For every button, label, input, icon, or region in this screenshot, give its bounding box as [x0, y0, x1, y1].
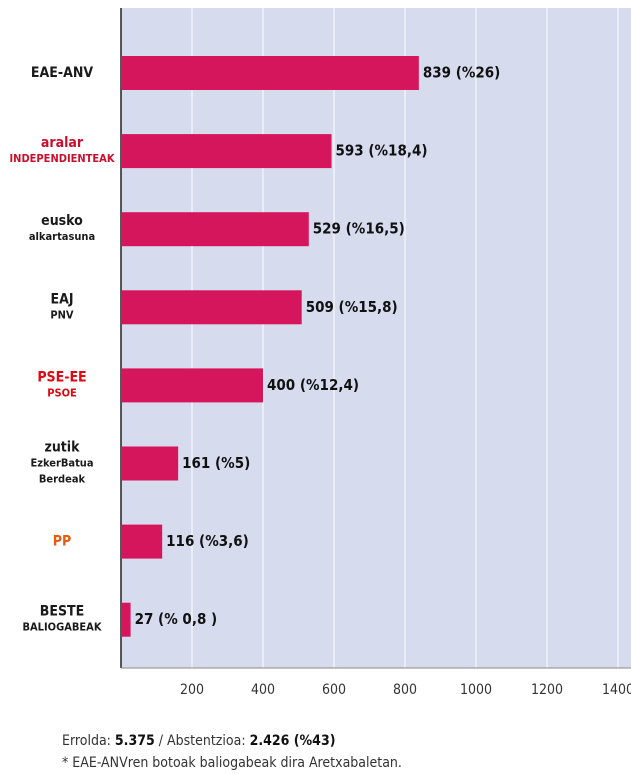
value-label: 593 (%18,4): [336, 142, 428, 160]
category-label: INDEPENDIENTEAK: [9, 152, 114, 165]
category-label: PNV: [50, 308, 74, 321]
bar: [121, 212, 309, 247]
value-label: 509 (%15,8): [306, 298, 398, 316]
x-tick-label: 1400: [602, 682, 631, 698]
category-label: Berdeak: [39, 473, 86, 486]
category-label: alkartasuna: [29, 230, 95, 243]
category-label: BESTE: [40, 604, 84, 620]
category-label: PSOE: [47, 386, 77, 399]
category-label: PP: [53, 534, 71, 550]
x-tick-label: 800: [393, 682, 417, 698]
value-label: 400 (%12,4): [267, 376, 359, 394]
value-label: 839 (%26): [423, 64, 501, 82]
bar: [121, 446, 179, 481]
footer-text: Errolda:: [62, 733, 111, 749]
chart: 200 400 600 800 1000 1200 1400 EAE-ANV 839 (%26)…: [9, 8, 631, 698]
category-label: aralar: [41, 135, 84, 151]
category-label: BALIOGABEAK: [22, 621, 101, 634]
plot-area: [121, 8, 631, 668]
footer-note: * EAE-ANVren botoak baliogabeak dira Are…: [62, 755, 402, 771]
footer-line: Errolda: 5.375/ Abstentzioa: 2.426 (%43): [62, 730, 402, 752]
bar: [121, 134, 332, 169]
footer: Errolda: 5.375/ Abstentzioa: 2.426 (%43) *…: [62, 730, 402, 774]
bar: [121, 290, 302, 325]
bar: [121, 602, 131, 637]
value-label: 529 (%16,5): [313, 220, 405, 238]
value-label: 161 (%5): [182, 454, 250, 472]
footer-text: / Abstentzioa:: [158, 733, 246, 749]
value-label: 27 (% 0,8 ): [135, 610, 218, 628]
x-tick-label: 1200: [531, 682, 563, 698]
category-label: EAE-ANV: [31, 65, 93, 81]
bar: [121, 524, 163, 559]
x-tick-label: 400: [251, 682, 275, 698]
category-label: zutik: [44, 440, 80, 456]
x-tick-label: 600: [322, 682, 346, 698]
x-tick-label: 200: [180, 682, 204, 698]
bar: [121, 56, 419, 90]
category-label: EAJ: [50, 291, 73, 307]
category-label: eusko: [41, 213, 83, 229]
footer-value: 5.375: [114, 733, 155, 749]
x-tick-label: 1000: [460, 682, 492, 698]
bar: [121, 368, 263, 403]
category-label: EzkerBatua: [30, 457, 93, 470]
category-label: PSE-EE: [37, 369, 86, 385]
footer-value: 2.426 (%43): [249, 733, 336, 749]
value-label: 116 (%3,6): [166, 532, 249, 550]
